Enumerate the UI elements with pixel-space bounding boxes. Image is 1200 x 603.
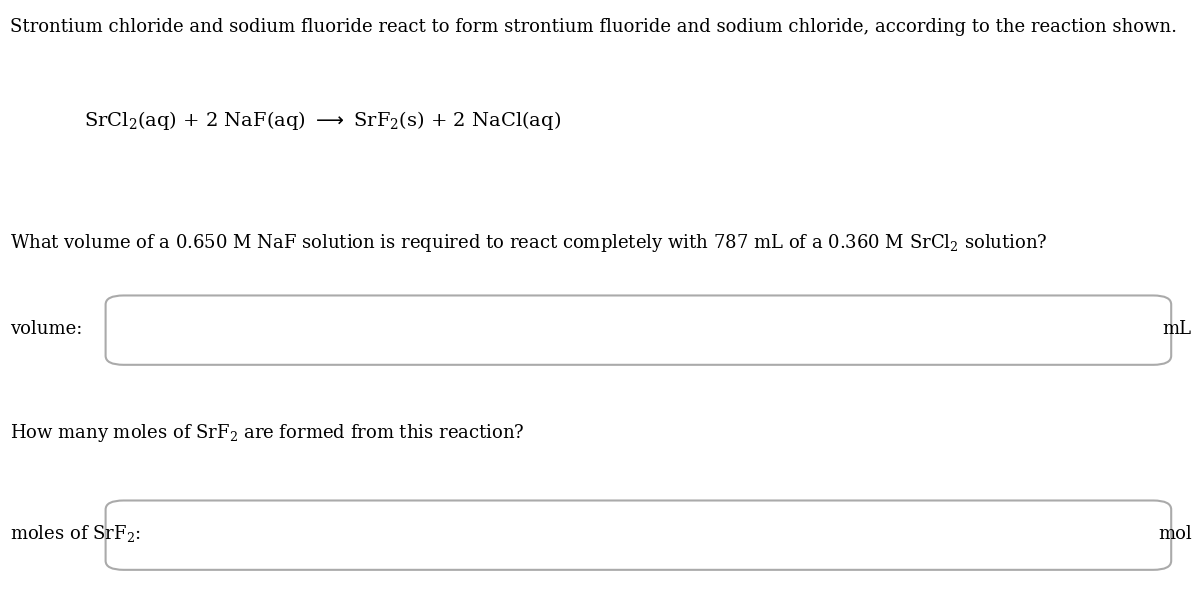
Text: mol: mol	[1158, 525, 1192, 543]
Text: Strontium chloride and sodium fluoride react to form strontium fluoride and sodi: Strontium chloride and sodium fluoride r…	[10, 18, 1176, 36]
FancyBboxPatch shape	[106, 295, 1171, 365]
Text: volume:: volume:	[10, 320, 82, 338]
Text: moles of $\mathregular{SrF_2}$:: moles of $\mathregular{SrF_2}$:	[10, 523, 140, 544]
FancyBboxPatch shape	[106, 500, 1171, 570]
Text: $\mathregular{SrCl_2}$(aq) + 2 NaF(aq) $\longrightarrow$ $\mathregular{SrF_2}$(s: $\mathregular{SrCl_2}$(aq) + 2 NaF(aq) $…	[84, 109, 562, 131]
Text: mL: mL	[1163, 320, 1192, 338]
Text: How many moles of $\mathregular{SrF_2}$ are formed from this reaction?: How many moles of $\mathregular{SrF_2}$ …	[10, 422, 524, 444]
Text: What volume of a 0.650 M NaF solution is required to react completely with 787 m: What volume of a 0.650 M NaF solution is…	[10, 232, 1048, 254]
